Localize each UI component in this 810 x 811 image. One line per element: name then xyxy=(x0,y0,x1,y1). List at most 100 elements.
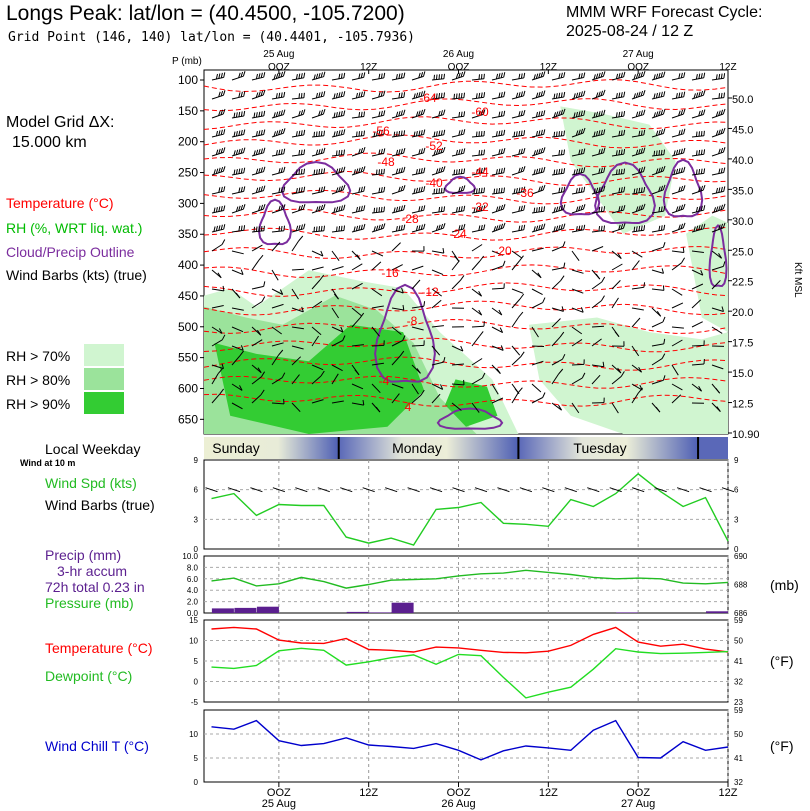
wind-barb-staff xyxy=(351,135,364,138)
wind-barb-flag xyxy=(483,92,486,98)
wind-barb-flag xyxy=(235,206,239,212)
wind-barb xyxy=(431,109,446,119)
wind-barb-staff xyxy=(631,364,642,373)
wind-barb-flag xyxy=(233,112,236,118)
wind-barb-flag xyxy=(278,168,281,174)
wind-barb xyxy=(471,187,485,195)
wind-barb-flag xyxy=(535,73,539,79)
wind-barb-flag xyxy=(601,276,606,283)
wind-barb-staff xyxy=(311,300,323,309)
wind-barb xyxy=(611,402,619,414)
wind-barb xyxy=(391,350,405,366)
wind-barb-flag xyxy=(218,187,221,193)
wind-barb xyxy=(471,205,486,214)
precip-ytick-label: 0.0 xyxy=(187,609,199,618)
wind-barb-flag xyxy=(602,89,606,96)
pressure-tick-label: 600 xyxy=(178,381,198,395)
wind-barb-flag xyxy=(578,168,581,174)
wind-barb-flag xyxy=(355,92,358,99)
wind-barb-flag xyxy=(338,150,340,156)
wind-barb-flag xyxy=(500,204,504,211)
rh70-region xyxy=(560,106,676,234)
wind-barb-staff xyxy=(671,250,684,253)
wind-barb-staff xyxy=(491,287,505,290)
wind-barb-flag xyxy=(600,186,603,192)
wind-barbs-label: Wind Barbs (true) xyxy=(45,497,155,513)
wind-barb-staff xyxy=(571,288,584,294)
wind-barb-flag xyxy=(518,130,521,136)
wind-barb xyxy=(391,204,406,214)
wind-barb-staff xyxy=(371,191,384,195)
wind-barb-flag xyxy=(283,91,286,98)
wind-barb-flag xyxy=(603,147,606,154)
wind-barb-flag xyxy=(398,149,401,155)
wind-barb-flag xyxy=(658,129,661,136)
wind-barb xyxy=(511,109,526,119)
wind-barb-flag xyxy=(555,93,558,99)
wind-barb xyxy=(311,168,326,176)
wind-barb-flag xyxy=(263,166,266,172)
wind-barb-flag xyxy=(718,73,721,80)
wind-barb xyxy=(271,303,284,309)
wind-barb-flag xyxy=(582,127,586,134)
wind-barb-flag xyxy=(683,128,686,134)
wind-barb-flag xyxy=(218,130,221,136)
temperature-label: -36 xyxy=(516,186,534,200)
wind-barb-staff xyxy=(331,230,344,233)
wind-barb-flag xyxy=(458,186,461,193)
wind-barb xyxy=(531,129,546,138)
wind-barb-flag xyxy=(722,261,726,267)
wind-barb-flag xyxy=(540,129,543,136)
wind-barb-flag xyxy=(362,400,365,406)
wind-barb-flag xyxy=(520,187,523,193)
wind-barb-flag xyxy=(483,130,485,136)
wind-barb-flag xyxy=(478,92,481,98)
wind-barb xyxy=(211,72,226,81)
wind-barb-flag xyxy=(315,206,319,212)
wind-barb-staff xyxy=(631,260,640,271)
wind-barb-flag xyxy=(396,131,398,137)
wind-barb xyxy=(431,269,444,276)
wind-barb-flag xyxy=(559,331,565,338)
wind-barb-flag xyxy=(560,205,563,211)
wind-barb xyxy=(631,166,646,176)
wind-barb-flag xyxy=(638,187,641,193)
wind-barb xyxy=(671,364,679,376)
wind-barb-flag xyxy=(600,110,603,116)
wind-barb-flag xyxy=(678,224,681,230)
cloud-outline xyxy=(708,224,728,288)
wind-barb xyxy=(551,186,566,195)
wind-barb-flag xyxy=(459,275,465,281)
wind-barb-flag xyxy=(318,131,320,137)
wind-barb xyxy=(531,392,546,404)
wind-barb-flag xyxy=(535,168,539,175)
precip-panel-frame xyxy=(203,555,729,614)
wind-barb-flag xyxy=(263,129,266,135)
precip-bar xyxy=(706,611,728,613)
wind-barb-flag xyxy=(223,205,226,211)
wind-barb xyxy=(491,187,505,195)
wind-barb-flag xyxy=(615,112,618,118)
wind-barb xyxy=(451,185,466,195)
temperature-contour xyxy=(203,79,729,93)
wind-barb-flag xyxy=(335,206,339,212)
wind-barb-flag xyxy=(378,91,381,98)
wind-barb-staff xyxy=(411,190,424,195)
wind-barb-flag xyxy=(498,188,501,194)
wind-barb-flag xyxy=(615,73,619,80)
wind-barb-staff xyxy=(351,383,364,390)
wind-barb xyxy=(651,242,666,252)
wind-barb-flag xyxy=(380,110,383,117)
wind-barb-flag xyxy=(595,130,598,137)
wind-barb xyxy=(331,91,346,100)
wind-barb-flag xyxy=(255,131,258,137)
wind-barb xyxy=(391,304,405,311)
wind-barb xyxy=(651,375,666,385)
wind-barb-flag xyxy=(221,239,226,245)
wind-barb-flag xyxy=(680,185,684,192)
wind-barb-flag xyxy=(215,207,218,213)
wind-barb-flag xyxy=(343,204,346,210)
wind-barb-flag xyxy=(680,167,683,173)
wind-barb-flag xyxy=(723,186,726,192)
